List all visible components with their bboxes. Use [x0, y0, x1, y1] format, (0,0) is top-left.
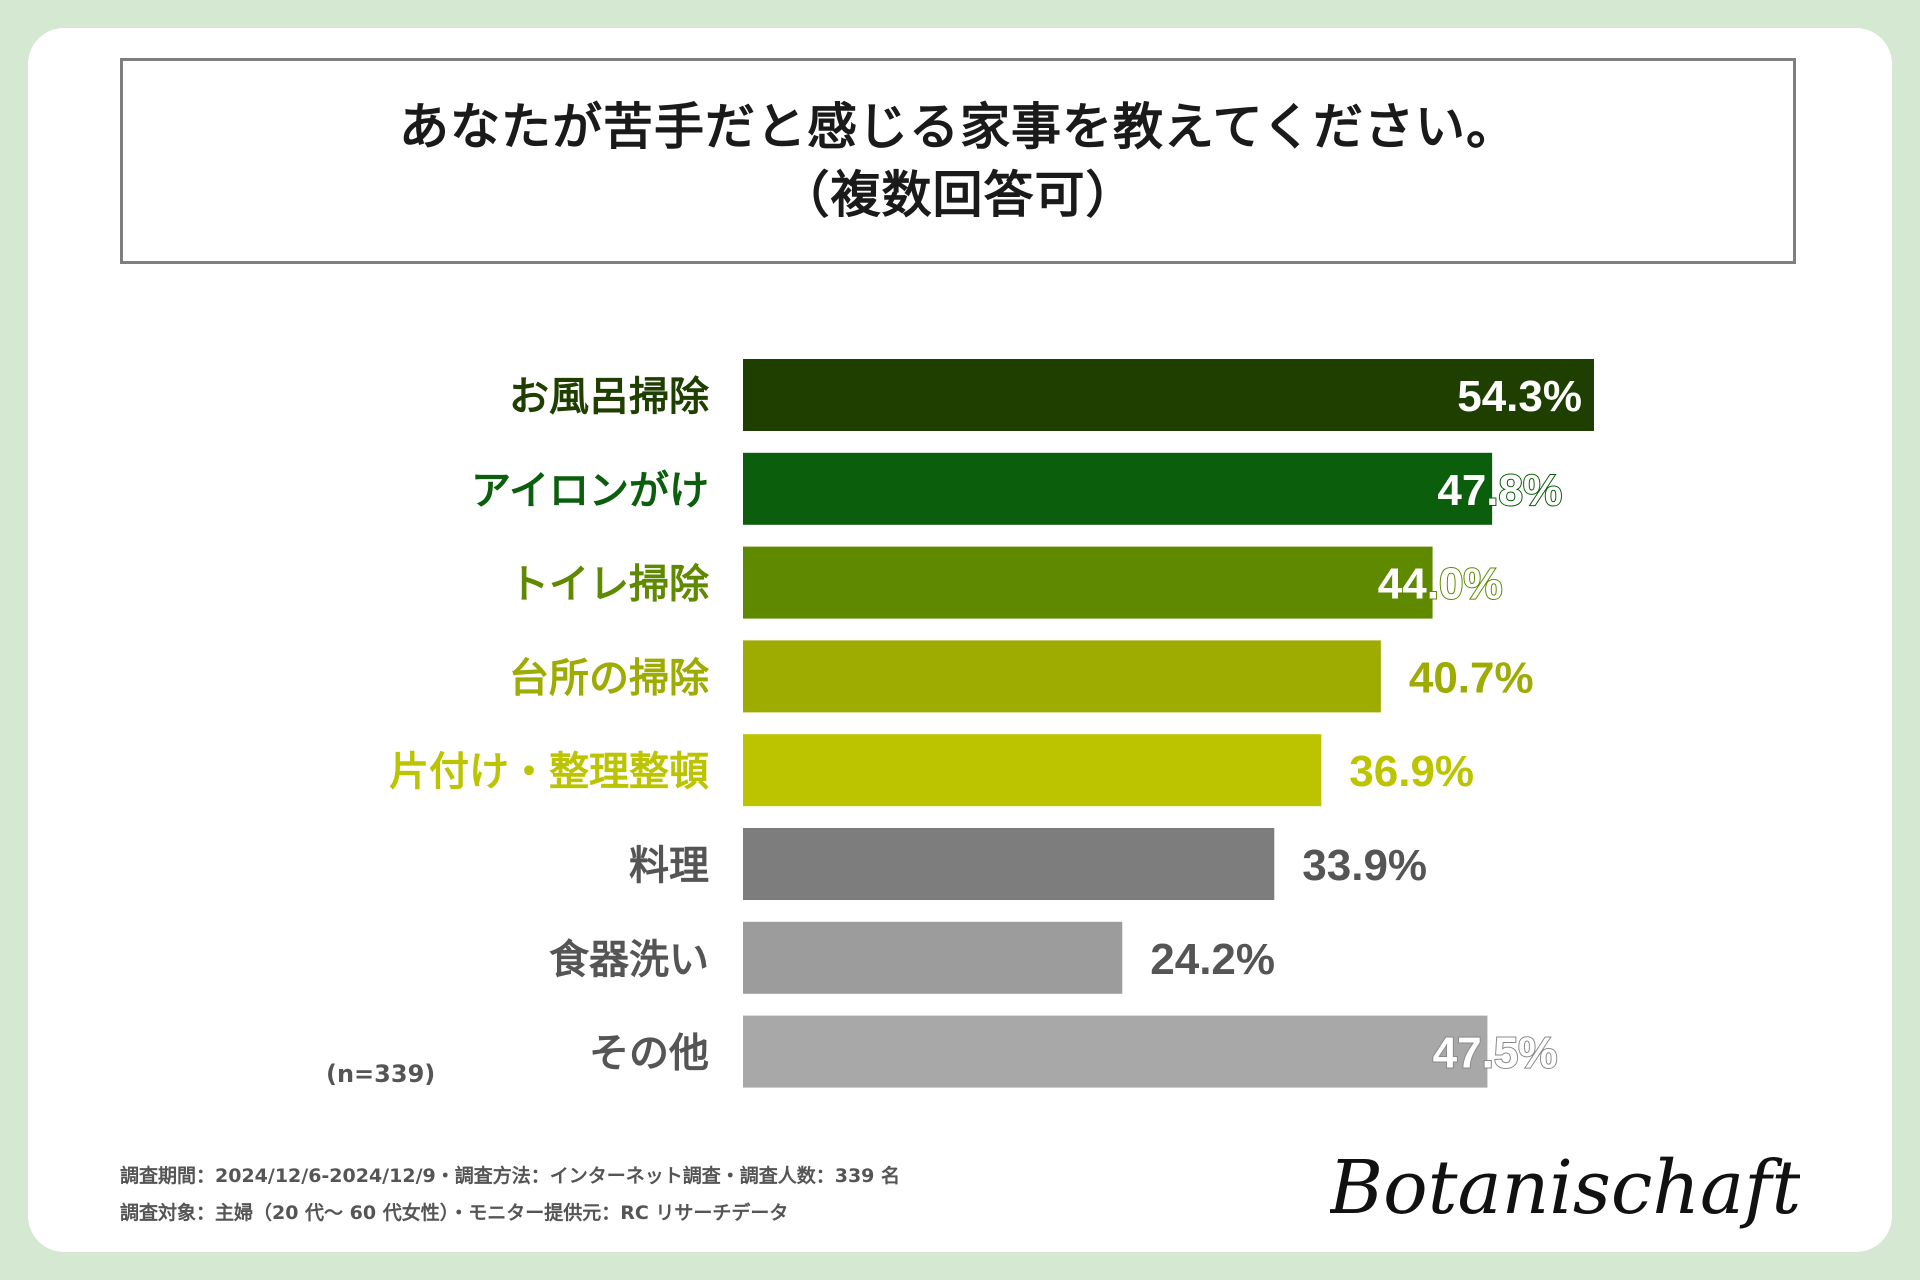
value-label-5: 36.9%: [1349, 747, 1474, 796]
bar-2: [743, 452, 1493, 525]
bar-1: [743, 359, 1594, 431]
value-label-8: 47.5%: [1433, 1029, 1558, 1078]
category-label-1: お風呂掃除: [509, 374, 710, 420]
value-label-2: 47.8%: [1437, 466, 1562, 515]
bar-6: [743, 828, 1275, 900]
bar-3: [743, 546, 1433, 619]
footer: 調査期間：2024/12/6-2024/12/9・調査方法：インターネット調査・…: [120, 1158, 900, 1232]
footer-line-1: 調査期間：2024/12/6-2024/12/9・調査方法：インターネット調査・…: [120, 1165, 901, 1187]
bar-5: [743, 734, 1322, 807]
value-label-4: 40.7%: [1409, 653, 1534, 702]
brand-logo: Botanischaft: [1330, 1145, 1800, 1231]
value-label-3: 44.0%: [1378, 560, 1503, 609]
category-label-3: トイレ掃除: [509, 562, 710, 608]
bar-7: [743, 921, 1123, 994]
value-label-6: 33.9%: [1302, 841, 1427, 890]
bar-4: [743, 640, 1381, 713]
brand-logo-text: Botanischaft: [1330, 1145, 1800, 1231]
chart-title-line-2: （複数回答可）: [779, 166, 1137, 224]
category-label-2: アイロンがけ: [471, 468, 709, 514]
value-label-7: 24.2%: [1150, 935, 1275, 984]
sample-size-label: (n=339): [326, 1060, 436, 1088]
bar-8: [743, 1015, 1488, 1088]
category-label-5: 片付け・整理整頓: [389, 749, 709, 795]
value-label-1: 54.3%: [1457, 372, 1582, 421]
category-label-7: 食器洗い: [549, 937, 709, 983]
category-label-8: その他: [589, 1031, 709, 1077]
category-label-4: 台所の掃除: [509, 655, 710, 701]
category-label-6: 料理: [629, 843, 709, 889]
footer-line-2: 調査対象：主婦（20 代～ 60 代女性）・モニター提供元：RC リサーチデータ: [120, 1202, 789, 1224]
chart-title-line-1: あなたが苦手だと感じる家事を教えてください。: [399, 98, 1517, 156]
title-box: あなたが苦手だと感じる家事を教えてください。 （複数回答可）: [120, 58, 1796, 264]
